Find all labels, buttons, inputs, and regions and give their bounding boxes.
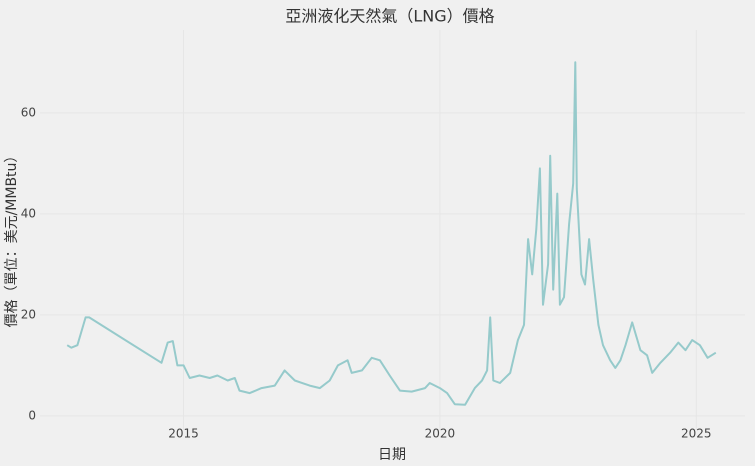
chart-title: 亞洲液化天然氣（LNG）價格 bbox=[285, 7, 494, 26]
y-axis-label: 價格（單位：美元/MMBtu） bbox=[3, 149, 20, 328]
y-tick-label: 60 bbox=[21, 105, 36, 119]
x-axis-label: 日期 bbox=[378, 447, 406, 463]
x-tick-label: 2020 bbox=[425, 427, 456, 441]
x-tick-label: 2015 bbox=[168, 427, 199, 441]
data-line bbox=[66, 61, 717, 406]
y-tick-label: 0 bbox=[28, 408, 36, 422]
x-tick-label: 2025 bbox=[681, 427, 712, 441]
y-tick-label: 40 bbox=[21, 206, 36, 220]
y-tick-label: 20 bbox=[21, 307, 36, 321]
